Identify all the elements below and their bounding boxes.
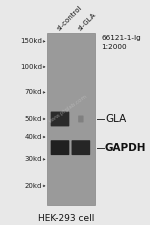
Text: 70kd: 70kd <box>24 89 42 95</box>
Text: HEK-293 cell: HEK-293 cell <box>38 214 94 223</box>
FancyBboxPatch shape <box>51 140 69 155</box>
Text: 20kd: 20kd <box>24 183 42 189</box>
Text: GLA: GLA <box>105 114 126 124</box>
Text: si-control: si-control <box>56 5 83 32</box>
Text: 100kd: 100kd <box>20 64 42 70</box>
Text: 50kd: 50kd <box>24 116 42 122</box>
Text: GAPDH: GAPDH <box>105 143 147 153</box>
Text: si-GLA: si-GLA <box>77 12 97 32</box>
FancyBboxPatch shape <box>72 140 90 155</box>
FancyBboxPatch shape <box>51 112 69 126</box>
Bar <box>47 33 94 205</box>
Text: 30kd: 30kd <box>24 156 42 162</box>
Text: 150kd: 150kd <box>20 38 42 44</box>
Text: 66121-1-Ig
1:2000: 66121-1-Ig 1:2000 <box>101 35 141 50</box>
Text: www.ptglab.com: www.ptglab.com <box>48 93 88 124</box>
FancyBboxPatch shape <box>78 115 84 122</box>
Text: 40kd: 40kd <box>24 134 42 140</box>
